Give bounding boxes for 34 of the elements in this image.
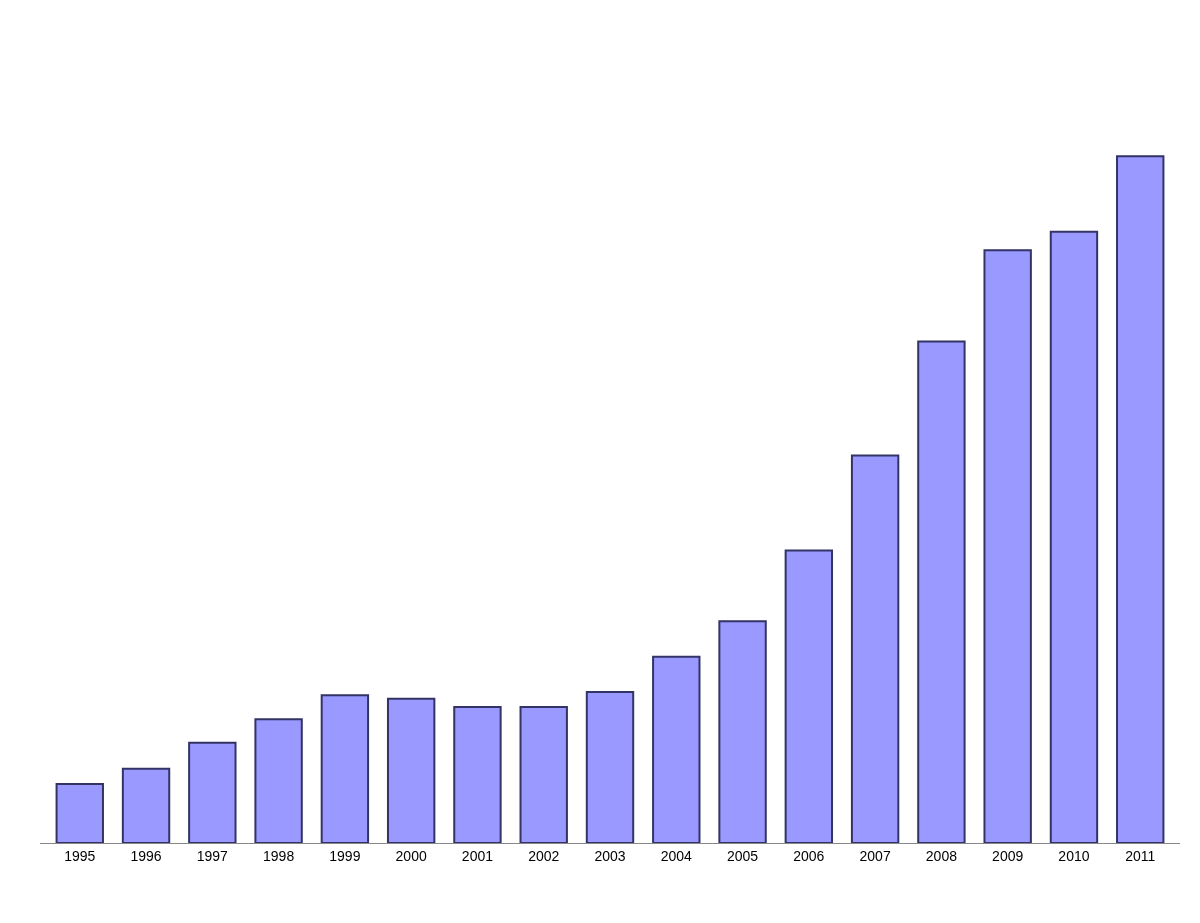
x-tick-label: 2002 (528, 847, 560, 864)
bar (585, 690, 635, 843)
x-tick-label: 2008 (925, 847, 958, 864)
bar (519, 706, 568, 843)
x-tick-label: 1997 (196, 847, 229, 864)
bar (1049, 230, 1099, 843)
x-tick-label: 1998 (263, 847, 295, 864)
bar (188, 741, 237, 843)
x-tick-label: 2005 (726, 847, 759, 864)
x-tick-label: 1995 (64, 847, 96, 864)
bar (121, 767, 171, 843)
x-tick-label: 2010 (1058, 847, 1090, 864)
x-tick-label: 2006 (793, 847, 825, 864)
bar (320, 694, 370, 843)
bar (55, 782, 104, 843)
bar (718, 620, 767, 843)
bar (784, 549, 834, 843)
x-tick-label: 2004 (660, 847, 693, 864)
bar (983, 249, 1032, 843)
bar (917, 340, 966, 843)
bar (453, 706, 502, 843)
x-tick-label: 1996 (130, 847, 162, 864)
x-tick-label: 2011 (1125, 847, 1156, 864)
x-tick-label: 2007 (859, 847, 891, 864)
x-tick-label: 2001 (461, 847, 494, 864)
x-tick-label: 2000 (395, 847, 427, 864)
x-tick-label: 2003 (594, 847, 626, 864)
bar (386, 697, 436, 843)
bar (850, 454, 900, 843)
bar (1116, 155, 1165, 843)
bar (254, 718, 303, 843)
x-tick-label: 2009 (992, 847, 1024, 864)
bar (652, 655, 701, 843)
x-tick-label: 1999 (329, 847, 361, 864)
